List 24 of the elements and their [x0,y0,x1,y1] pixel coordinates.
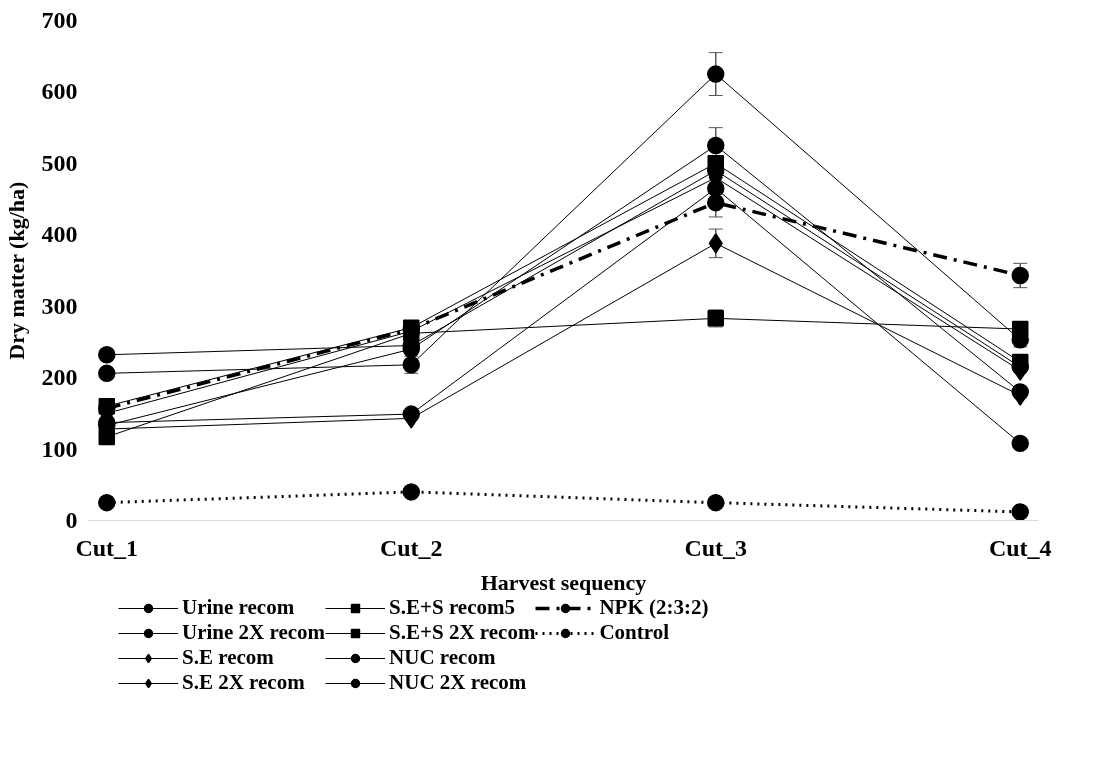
legend-label: S.E+S recom5 [389,596,515,620]
y-axis-title: Dry matter (kg/ha) [3,181,29,360]
legend-label: S.E recom [182,645,274,670]
y-tick-label: 600 [41,78,78,105]
x-tick-label: Cut_3 [684,534,748,561]
y-tick-label: 200 [41,364,78,391]
y-tick-label: 400 [41,221,78,248]
y-tick-label: 100 [41,435,78,462]
legend-label: NUC 2X recom [389,670,527,695]
legend-label: S.E+S 2X recom [389,620,536,645]
x-tick-label: Cut_1 [75,534,139,561]
legend-label: Urine recom [182,596,295,620]
legend-label: S.E 2X recom [182,670,305,695]
x-axis-title: Harvest sequency [480,569,647,595]
legend-label: Control [599,620,670,645]
legend-label: NPK (2:3:2) [599,596,709,620]
legend-label: NUC recom [389,645,496,670]
x-tick-label: Cut_2 [379,534,443,561]
y-tick-label: 500 [41,149,78,176]
legend-label: Urine 2X recom [182,620,326,645]
x-tick-label: Cut_4 [988,534,1052,561]
y-tick-label: 300 [41,292,78,319]
y-tick-label: 0 [65,507,78,533]
y-tick-label: 700 [41,7,78,33]
